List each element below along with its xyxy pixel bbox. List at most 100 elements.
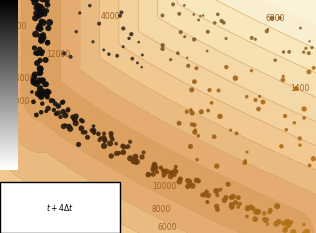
Point <box>283 228 288 232</box>
Point <box>40 10 45 14</box>
Point <box>77 11 82 15</box>
Point <box>33 16 38 20</box>
Point <box>46 26 51 30</box>
Point <box>222 199 227 202</box>
Point <box>279 144 284 148</box>
Point <box>128 157 133 160</box>
Text: 16000: 16000 <box>5 97 29 106</box>
Point <box>85 135 90 139</box>
Point <box>286 223 291 227</box>
Point <box>42 12 47 16</box>
Point <box>40 11 45 15</box>
Point <box>146 173 151 176</box>
Point <box>135 160 140 164</box>
Point <box>36 27 41 31</box>
Point <box>44 9 49 13</box>
Point <box>256 210 261 214</box>
Point <box>215 208 220 211</box>
Point <box>141 151 146 154</box>
Point <box>56 104 61 108</box>
Point <box>189 123 194 126</box>
Point <box>30 0 35 1</box>
Point <box>62 51 67 55</box>
Point <box>274 222 279 226</box>
FancyBboxPatch shape <box>0 182 120 233</box>
Text: $t + 4\Delta t$: $t + 4\Delta t$ <box>46 202 74 213</box>
Point <box>228 128 233 132</box>
Point <box>265 222 270 226</box>
Point <box>175 51 180 55</box>
Point <box>133 155 138 158</box>
Point <box>294 87 299 90</box>
Point <box>108 132 113 136</box>
Point <box>37 12 42 16</box>
Point <box>307 164 312 167</box>
Point <box>133 158 138 161</box>
Point <box>121 151 126 154</box>
Point <box>187 179 192 183</box>
Point <box>203 193 208 196</box>
Point <box>134 161 139 165</box>
Point <box>39 110 44 114</box>
Point <box>192 123 197 127</box>
Point <box>182 3 187 7</box>
Point <box>98 136 103 140</box>
Point <box>198 14 203 18</box>
Point <box>285 220 290 223</box>
Point <box>270 16 275 20</box>
Point <box>68 55 73 59</box>
Point <box>173 170 179 173</box>
Point <box>205 30 210 34</box>
Point <box>70 115 76 119</box>
Point <box>101 48 106 52</box>
Point <box>206 194 211 197</box>
Point <box>121 145 126 149</box>
Point <box>215 12 220 16</box>
Point <box>101 132 106 135</box>
Point <box>280 78 285 82</box>
Point <box>37 89 42 93</box>
Point <box>158 166 163 170</box>
Point <box>214 164 219 168</box>
Point <box>287 50 292 54</box>
Point <box>304 230 309 233</box>
Point <box>96 132 101 136</box>
Point <box>37 25 42 29</box>
Point <box>38 86 43 89</box>
Point <box>245 150 250 154</box>
Point <box>73 114 78 118</box>
Point <box>36 92 41 96</box>
Point <box>273 58 278 62</box>
Point <box>244 95 249 99</box>
Point <box>169 171 174 175</box>
Point <box>140 53 145 57</box>
Point <box>33 51 38 55</box>
Point <box>34 61 40 65</box>
Point <box>289 220 294 224</box>
Point <box>41 78 46 82</box>
Point <box>39 95 44 99</box>
Point <box>194 178 199 182</box>
Point <box>265 27 270 31</box>
Point <box>151 168 156 171</box>
Point <box>297 137 302 140</box>
Point <box>172 173 177 177</box>
Point <box>41 21 46 24</box>
Point <box>73 121 78 125</box>
Point <box>284 128 289 132</box>
Point <box>121 27 126 30</box>
Point <box>286 224 291 228</box>
Point <box>36 81 41 84</box>
Point <box>45 40 50 44</box>
Point <box>39 38 44 42</box>
Point <box>36 14 41 18</box>
Point <box>91 124 96 128</box>
Point <box>196 18 201 22</box>
Point <box>38 95 43 99</box>
Point <box>185 56 190 60</box>
Point <box>139 155 144 159</box>
Point <box>45 3 50 7</box>
Point <box>61 124 66 128</box>
Point <box>79 127 84 130</box>
Point <box>44 0 49 3</box>
